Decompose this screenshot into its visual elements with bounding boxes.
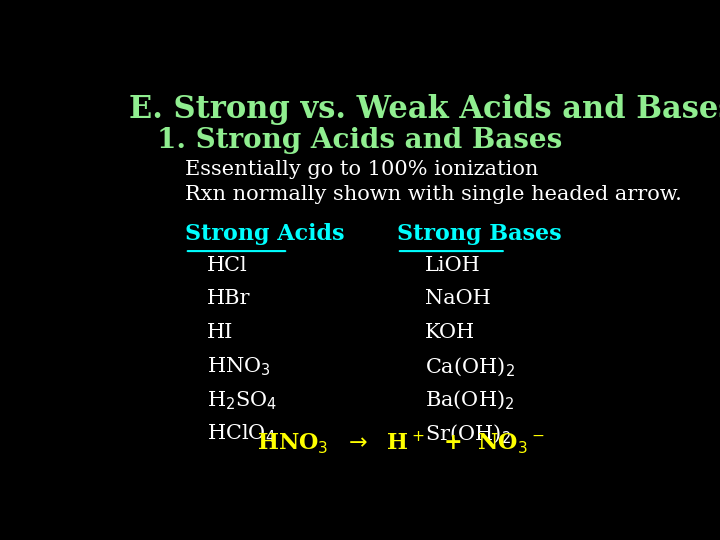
Text: HNO$_3$  $\rightarrow$  H$^+$  +  NO$_3$$^-$: HNO$_3$ $\rightarrow$ H$^+$ + NO$_3$$^-$ [258,429,545,456]
Text: Strong Acids: Strong Acids [185,223,344,245]
Text: KOH: KOH [425,322,475,342]
Text: 1. Strong Acids and Bases: 1. Strong Acids and Bases [157,127,562,154]
Text: Ca(OH)$_2$: Ca(OH)$_2$ [425,356,515,379]
Text: HI: HI [207,322,233,342]
Text: LiOH: LiOH [425,256,480,275]
Text: HBr: HBr [207,289,251,308]
Text: Essentially go to 100% ionization: Essentially go to 100% ionization [185,160,539,179]
Text: Ba(OH)$_2$: Ba(OH)$_2$ [425,389,514,413]
Text: Strong Bases: Strong Bases [397,223,562,245]
Text: H$_2$SO$_4$: H$_2$SO$_4$ [207,389,277,411]
Text: HClO$_4$: HClO$_4$ [207,422,276,445]
Text: E. Strong vs. Weak Acids and Bases: E. Strong vs. Weak Acids and Bases [129,94,720,125]
Text: Sr(OH)$_2$: Sr(OH)$_2$ [425,422,510,446]
Text: HNO$_3$: HNO$_3$ [207,356,271,379]
Text: Rxn normally shown with single headed arrow.: Rxn normally shown with single headed ar… [185,185,682,204]
Text: HCl: HCl [207,256,248,275]
Text: NaOH: NaOH [425,289,490,308]
